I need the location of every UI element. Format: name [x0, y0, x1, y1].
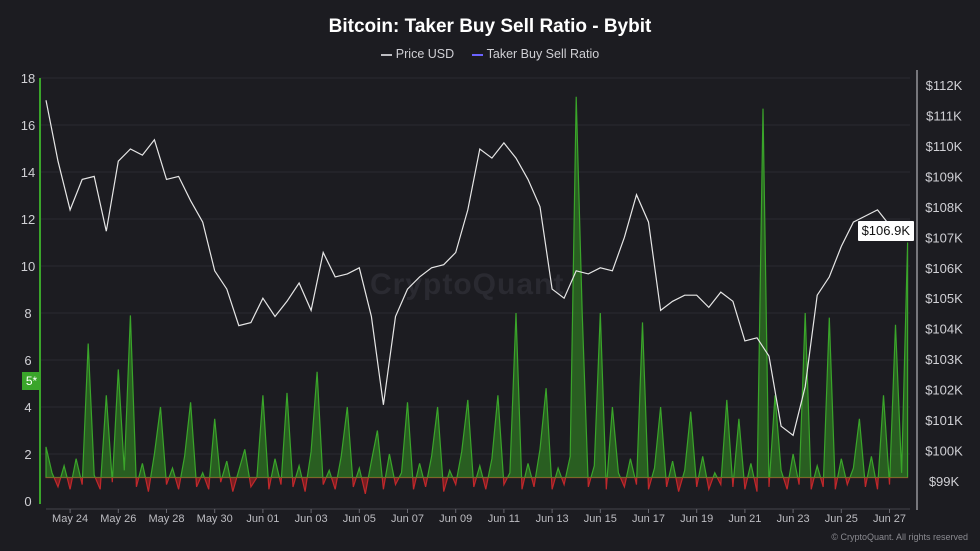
left-axis-tick: 10 — [21, 259, 35, 274]
right-axis-tick: $103K — [925, 352, 963, 367]
ratio-area-below-1 — [45, 477, 909, 495]
x-axis-tick: May 28 — [148, 513, 184, 525]
x-axis-tick: Jun 01 — [246, 513, 279, 525]
right-axis-tick: $112K — [926, 78, 963, 93]
left-axis-tick: 0 — [24, 494, 31, 509]
ratio-area-above-1 — [45, 96, 909, 478]
left-axis-tick: 12 — [21, 212, 35, 227]
right-axis-tick: $111K — [926, 108, 962, 123]
right-axis-tick: $102K — [925, 383, 963, 398]
right-axis-tick: $100K — [925, 444, 963, 459]
copyright-footer: © CryptoQuant. All rights reserved — [831, 532, 968, 542]
right-axis-tick: $109K — [925, 169, 963, 184]
x-axis-tick: Jun 15 — [584, 513, 617, 525]
last-price-badge: $106.9K — [857, 221, 914, 241]
legend-price[interactable]: Price USD — [380, 47, 455, 61]
x-axis-tick: Jun 09 — [439, 513, 472, 525]
x-axis-tick: Jun 27 — [873, 513, 906, 525]
legend-price-swatch — [380, 53, 392, 56]
right-axis-tick: $107K — [925, 230, 963, 245]
right-axis-tick: $104K — [925, 322, 963, 337]
watermark: CryptoQuant — [370, 268, 565, 301]
x-axis-tick: Jun 19 — [680, 513, 713, 525]
left-axis-tick: 8 — [24, 306, 31, 321]
chart-title: Bitcoin: Taker Buy Sell Ratio - Bybit — [328, 16, 652, 37]
left-axis-tick: 4 — [24, 400, 31, 415]
left-axis-tick: 18 — [21, 71, 35, 86]
right-axis-tick: $110K — [926, 139, 963, 154]
left-axis-tick: 6 — [24, 353, 31, 368]
price-line — [45, 100, 903, 437]
x-axis-tick: Jun 03 — [295, 513, 328, 525]
right-axis-tick: $108K — [925, 200, 963, 215]
x-axis-tick: Jun 07 — [391, 513, 424, 525]
left-axis-tick: 16 — [21, 118, 35, 133]
x-axis-tick: May 26 — [100, 513, 136, 525]
x-axis-tick: Jun 11 — [488, 513, 520, 525]
x-axis-tick: Jun 17 — [632, 513, 665, 525]
x-axis-tick: Jun 25 — [825, 513, 858, 525]
left-axis-tick: 14 — [21, 165, 35, 180]
left-axis-tick: 2 — [24, 447, 31, 462]
x-axis-tick: Jun 13 — [536, 513, 569, 525]
x-axis-tick: May 24 — [52, 513, 88, 525]
legend-ratio[interactable]: Taker Buy Sell Ratio — [471, 47, 600, 61]
x-axis-tick: May 30 — [197, 513, 233, 525]
legend-ratio-label: Taker Buy Sell Ratio — [486, 47, 600, 61]
legend-ratio-swatch — [471, 53, 483, 56]
x-axis-tick: Jun 23 — [777, 513, 810, 525]
right-axis-tick: $105K — [925, 291, 963, 306]
right-axis-tick: $99K — [929, 474, 960, 489]
legend-price-label: Price USD — [395, 47, 455, 61]
x-axis-tick: Jun 05 — [343, 513, 376, 525]
x-axis-tick: Jun 21 — [728, 513, 761, 525]
legend: Price USD Taker Buy Sell Ratio — [0, 47, 980, 61]
right-axis-tick: $106K — [925, 261, 963, 276]
right-axis-tick: $101K — [925, 413, 963, 428]
ratio-marker-badge: 5* — [22, 372, 41, 390]
